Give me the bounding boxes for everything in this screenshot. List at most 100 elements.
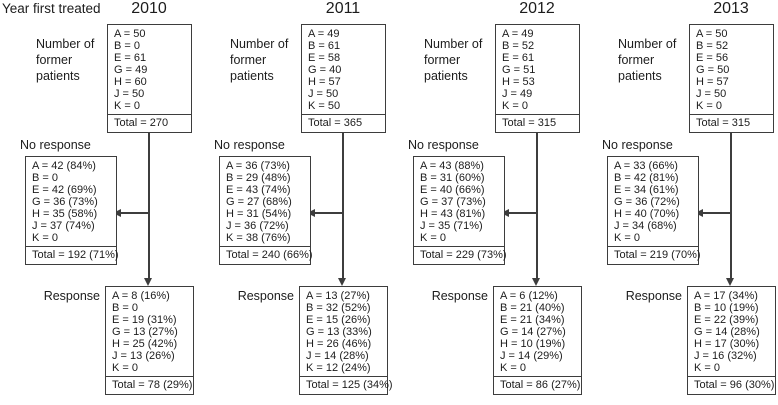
year-header: 2011	[325, 0, 361, 17]
group-count-line: K = 0	[500, 362, 526, 374]
group-count-line: H = 53	[502, 76, 535, 88]
no-response-total: Total = 219 (70%)	[608, 246, 701, 264]
group-count-line: K = 12 (24%)	[306, 362, 371, 374]
no-response-label: No response	[602, 138, 673, 152]
year-header: 2012	[519, 0, 555, 17]
response-box-list: A = 6 (12%) B = 21 (40%) E = 21 (34%) G = 1…	[494, 287, 581, 376]
group-count-line: H = 43 (81%)	[420, 208, 486, 220]
year-header: 2010	[131, 0, 167, 17]
patients-label: Number of former patients	[424, 37, 483, 83]
group-count-line: H = 10 (19%)	[500, 338, 566, 350]
arrow-left-icon	[695, 208, 703, 217]
patients-label: Number of former patients	[36, 37, 95, 83]
group-count-line: K = 0	[32, 232, 58, 244]
group-count-line: G = 36 (72%)	[614, 196, 680, 208]
group-count-line: A = 17 (34%)	[694, 290, 758, 302]
group-count-line: J = 36 (72%)	[226, 220, 289, 232]
group-count-line: G = 13 (27%)	[112, 326, 178, 338]
response-box: A = 17 (34%) B = 10 (19%) E = 22 (39%) G = …	[687, 286, 776, 395]
no-response-total: Total = 229 (73%)	[414, 246, 507, 264]
group-count-line: H = 40 (70%)	[614, 208, 680, 220]
patients-box-list: A = 49 B = 61 E = 58 G = 40 H = 57 J = 50 K = …	[302, 25, 385, 114]
response-label: Response	[237, 289, 294, 303]
response-total: Total = 96 (30%)	[688, 376, 775, 394]
no-response-label: No response	[214, 138, 285, 152]
group-count-line: J = 35 (71%)	[420, 220, 483, 232]
patients-total: Total = 315	[496, 114, 579, 132]
arrow-down-icon	[338, 278, 346, 286]
group-count-line: K = 0	[696, 100, 722, 112]
no-response-box-list: A = 43 (88%) B = 31 (60%) E = 40 (66%) G = …	[414, 157, 504, 246]
arrow-down-icon	[726, 278, 734, 286]
group-count-line: J = 14 (29%)	[500, 350, 563, 362]
response-box-list: A = 13 (27%) B = 32 (52%) E = 15 (26%) G = …	[300, 287, 387, 376]
year-column-2013: 2013 Number of former patients A = 50 B =…	[582, 0, 778, 405]
group-count-line: A = 33 (66%)	[614, 160, 678, 172]
group-count-line: B = 29 (48%)	[226, 172, 291, 184]
group-count-line: B = 10 (19%)	[694, 302, 759, 314]
flow-line-vertical	[148, 133, 150, 278]
group-count-line: E = 58	[308, 52, 341, 64]
group-count-line: G = 40	[308, 64, 342, 76]
response-box-list: A = 17 (34%) B = 10 (19%) E = 22 (39%) G = …	[688, 287, 775, 376]
flow-line-horizontal	[120, 212, 149, 214]
group-count-line: J = 50	[114, 88, 145, 100]
group-count-line: K = 0	[502, 100, 528, 112]
group-count-line: E = 22 (39%)	[694, 314, 759, 326]
group-count-line: J = 49	[502, 88, 533, 100]
group-count-line: E = 43 (74%)	[226, 184, 291, 196]
patients-label: Number of former patients	[230, 37, 289, 83]
patients-total: Total = 365	[302, 114, 385, 132]
group-count-line: H = 35 (58%)	[32, 208, 98, 220]
arrow-left-icon	[501, 208, 509, 217]
group-count-line: J = 13 (26%)	[112, 350, 175, 362]
group-count-line: G = 37 (73%)	[420, 196, 486, 208]
no-response-label: No response	[408, 138, 479, 152]
group-count-line: B = 32 (52%)	[306, 302, 371, 314]
group-count-line: J = 37 (74%)	[32, 220, 95, 232]
arrow-down-icon	[532, 278, 540, 286]
group-count-line: G = 36 (73%)	[32, 196, 98, 208]
arrow-left-icon	[307, 208, 315, 217]
group-count-line: J = 16 (32%)	[694, 350, 757, 362]
response-label: Response	[625, 289, 682, 303]
group-count-line: B = 52	[502, 40, 535, 52]
patients-total: Total = 315	[690, 114, 773, 132]
group-count-line: B = 52	[696, 40, 729, 52]
year-first-treated-label: Year first treated	[2, 1, 101, 16]
group-count-line: A = 43 (88%)	[420, 160, 484, 172]
group-count-line: H = 25 (42%)	[112, 338, 178, 350]
patients-box: A = 49 B = 61 E = 58 G = 40 H = 57 J = 50 K = …	[301, 24, 386, 133]
response-total: Total = 78 (29%)	[106, 376, 193, 394]
flow-line-vertical	[536, 133, 538, 278]
group-count-line: J = 50	[696, 88, 727, 100]
year-column-2012: 2012 Number of former patients A = 49 B =…	[388, 0, 584, 405]
group-count-line: B = 0	[32, 172, 58, 184]
response-total: Total = 86 (27%)	[494, 376, 581, 394]
no-response-total: Total = 240 (66%)	[220, 246, 313, 264]
group-count-line: B = 21 (40%)	[500, 302, 565, 314]
year-column-2010: 2010 Number of former patients A = 50 B =…	[0, 0, 196, 405]
group-count-line: E = 61	[114, 52, 147, 64]
patients-box-list: A = 49 B = 52 E = 61 G = 51 H = 53 J = 49 K = …	[496, 25, 579, 114]
group-count-line: E = 61	[502, 52, 535, 64]
response-total: Total = 125 (34%)	[300, 376, 393, 394]
group-count-line: E = 40 (66%)	[420, 184, 485, 196]
group-count-line: J = 14 (28%)	[306, 350, 369, 362]
arrow-down-icon	[144, 278, 152, 286]
no-response-box-list: A = 36 (73%) B = 29 (48%) E = 43 (74%) G = …	[220, 157, 310, 246]
response-label: Response	[43, 289, 100, 303]
group-count-line: H = 17 (30%)	[694, 338, 760, 350]
group-count-line: K = 0	[114, 100, 140, 112]
group-count-line: H = 57	[696, 76, 729, 88]
no-response-total: Total = 192 (71%)	[26, 246, 119, 264]
no-response-box: A = 33 (66%) B = 42 (81%) E = 34 (61%) G = …	[607, 156, 701, 265]
group-count-line: B = 0	[114, 40, 140, 52]
group-count-line: A = 42 (84%)	[32, 160, 96, 172]
flow-line-vertical	[342, 133, 344, 278]
